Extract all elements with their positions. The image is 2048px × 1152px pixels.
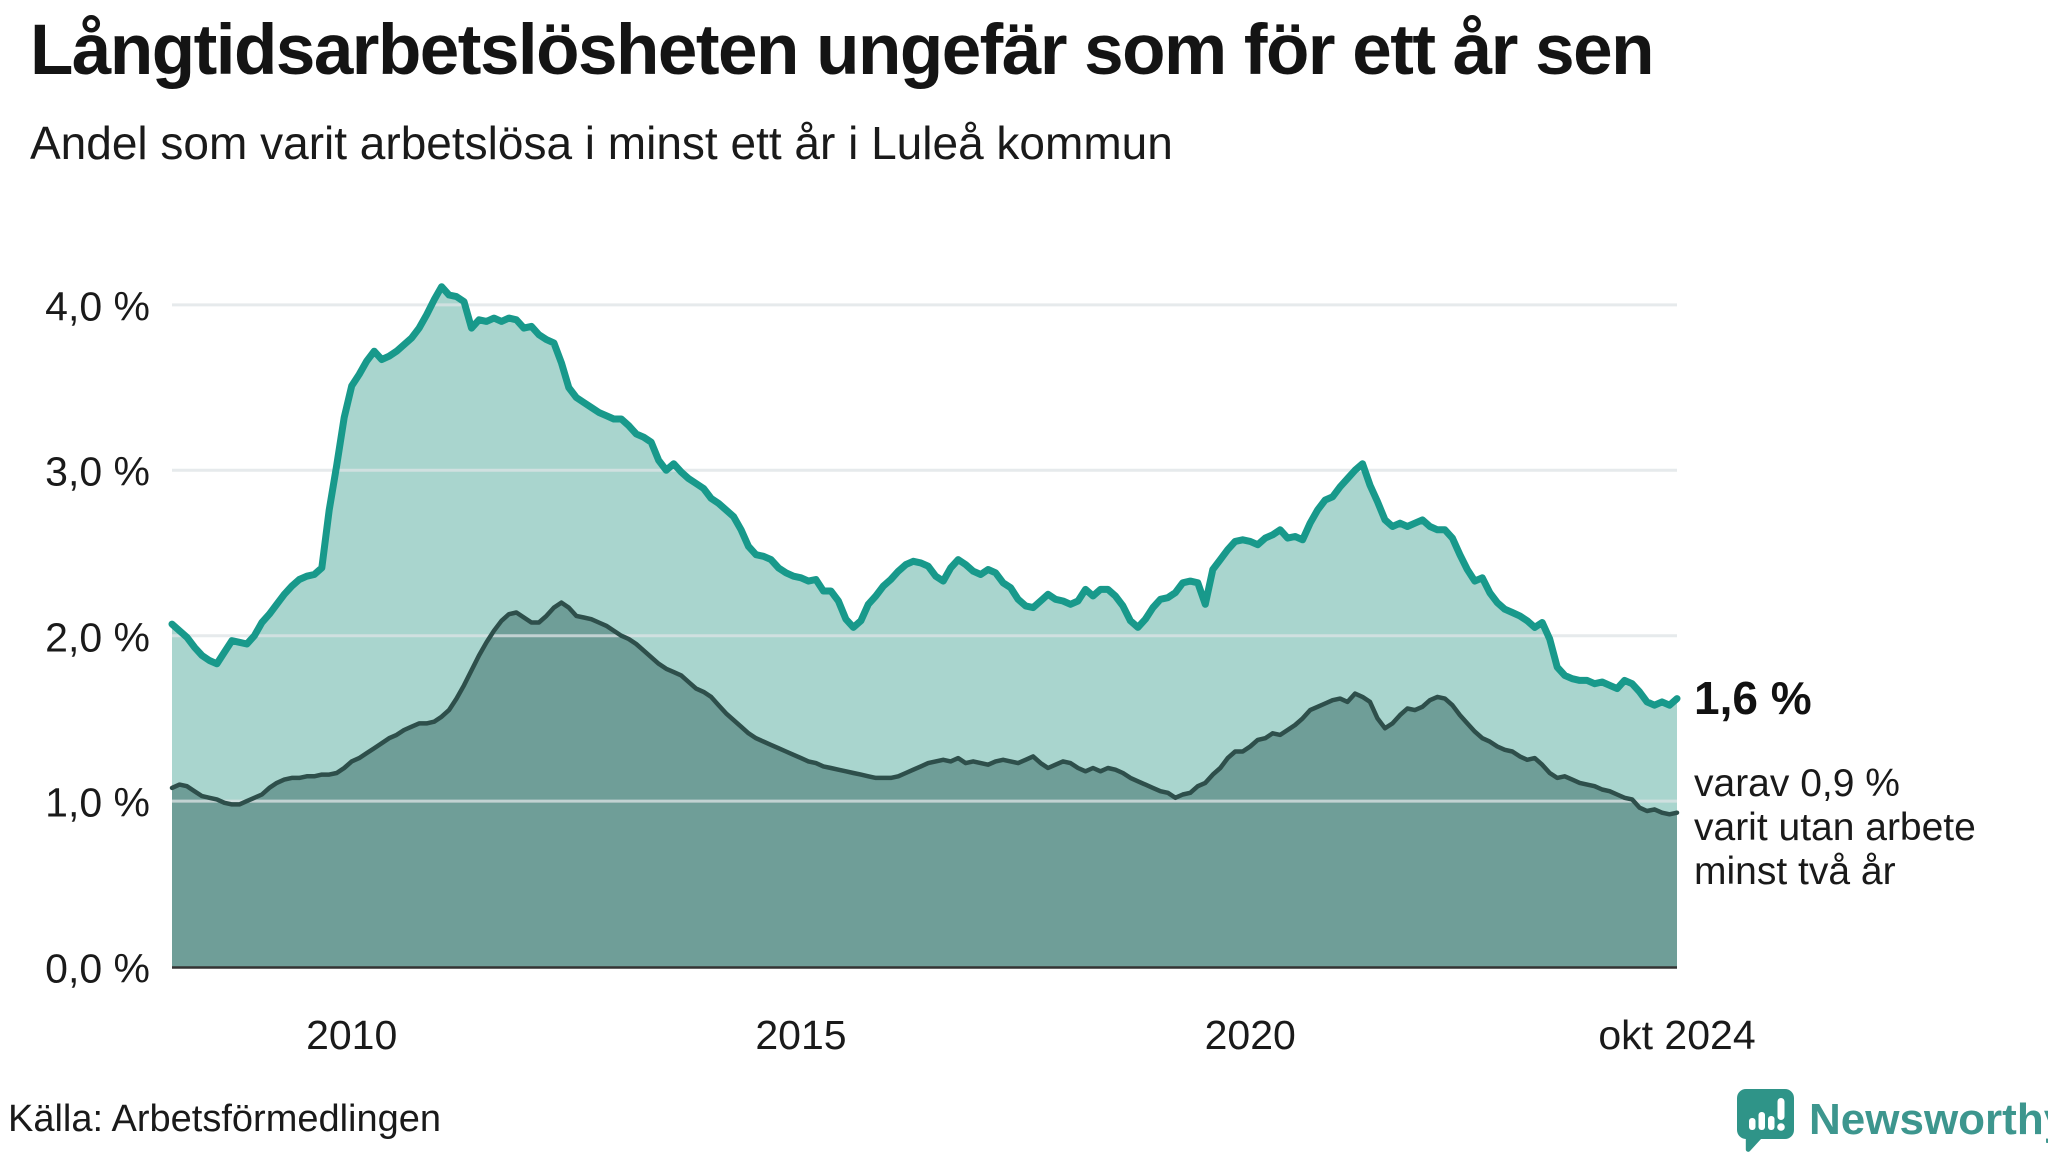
x-tick-label: 2010 <box>306 1012 398 1058</box>
annotation-line: varit utan arbete <box>1694 806 1976 849</box>
brand-name: Newsworthy <box>1809 1095 2048 1144</box>
y-tick-label: 3,0 % <box>45 448 150 495</box>
newsworthy-bubble-icon <box>1737 1089 1794 1152</box>
y-tick-label: 0,0 % <box>45 945 150 991</box>
x-tick-label: 2015 <box>755 1012 847 1058</box>
annotation-line: minst två år <box>1694 850 1896 893</box>
x-tick-label: 2020 <box>1204 1012 1296 1058</box>
area-unemployed-two-years <box>172 602 1677 967</box>
annotation-line: varav 0,9 % <box>1694 762 1900 805</box>
x-tick-label: okt 2024 <box>1598 1012 1756 1058</box>
y-tick-label: 2,0 % <box>45 614 150 661</box>
latest-value-label: 1,6 % <box>1694 672 1812 724</box>
annotation-text: varav 0,9 % varit utan arbete minst två … <box>1694 762 1976 894</box>
newsworthy-logo: Newsworthy <box>1737 1088 2048 1152</box>
page-title: Långtidsarbetslösheten ungefär som för e… <box>30 11 1654 90</box>
line-unemployed-one-year <box>168 283 1681 709</box>
source-note: Källa: Arbetsförmedlingen <box>8 1098 442 1140</box>
y-tick-label: 4,0 % <box>45 283 150 330</box>
y-tick-label: 1,0 % <box>45 779 150 826</box>
line-unemployed-two-years <box>169 600 1680 817</box>
page-subtitle: Andel som varit arbetslösa i minst ett å… <box>30 117 1173 169</box>
